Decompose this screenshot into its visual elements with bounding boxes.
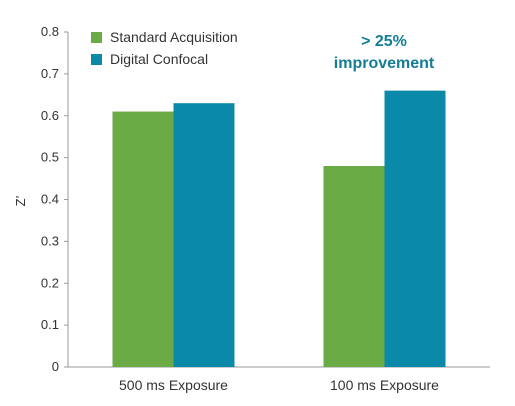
y-axis-ticks: 0 0.1 0.2 0.3 0.4 0.5 0.6 0.7 0.8 — [41, 24, 68, 374]
y-tick-label: 0.5 — [41, 150, 59, 165]
bar-standard-0 — [112, 111, 174, 367]
y-tick-label: 0.2 — [41, 275, 59, 290]
legend-swatch — [91, 54, 102, 65]
x-category-label: 100 ms Exposure — [330, 377, 439, 393]
y-tick-label: 0.7 — [41, 66, 59, 81]
x-axis-labels: 500 ms Exposure 100 ms Exposure — [119, 377, 439, 393]
y-tick-label: 0.4 — [41, 192, 59, 207]
y-tick-label: 0.6 — [41, 108, 59, 123]
y-tick-label: 0.1 — [41, 317, 59, 332]
annotation: > 25% improvement — [334, 33, 435, 72]
legend-label: Digital Confocal — [110, 51, 208, 67]
bar-confocal-0 — [173, 103, 235, 367]
y-tick-label: 0.8 — [41, 24, 59, 39]
y-axis-label: Z’ — [13, 195, 28, 206]
bar-confocal-1 — [384, 90, 446, 367]
annotation-line: > 25% — [361, 33, 407, 50]
y-tick-label: 0 — [52, 359, 59, 374]
annotation-line: improvement — [334, 55, 435, 72]
legend-swatch — [91, 32, 102, 43]
legend-label: Standard Acquisition — [110, 29, 238, 45]
y-tick-label: 0.3 — [41, 233, 59, 248]
bars — [112, 90, 446, 367]
bar-standard-1 — [323, 166, 385, 367]
legend: Standard Acquisition Digital Confocal — [91, 29, 238, 67]
x-category-label: 500 ms Exposure — [119, 377, 228, 393]
